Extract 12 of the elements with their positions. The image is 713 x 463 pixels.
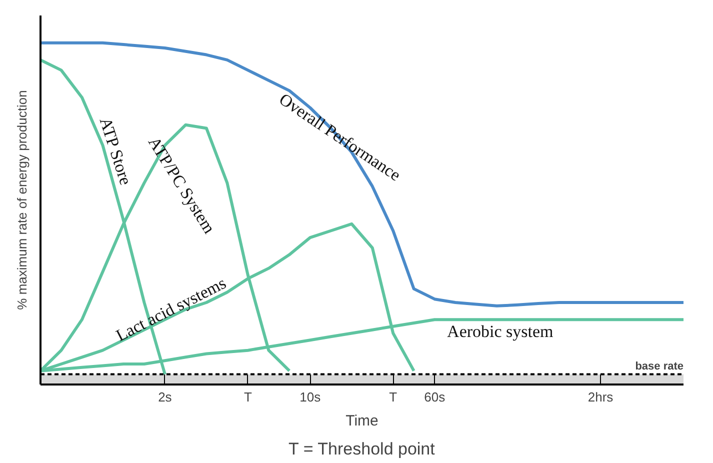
x-tick-label: 10s — [300, 390, 322, 404]
x-tick-label: T — [389, 390, 398, 404]
text: T = Threshold point — [288, 440, 436, 458]
x-tick-label: 60s — [424, 390, 446, 404]
y-axis-title: % maximum rate of energy production — [14, 90, 30, 310]
text: ATP Store — [96, 115, 136, 188]
series-label: Aerobic system — [447, 322, 554, 342]
ref-line-label: base rate — [635, 360, 684, 372]
x-tick-label: 2hrs — [588, 390, 614, 404]
x-axis-title: Time — [346, 412, 378, 430]
x-tick-label: 2s — [158, 390, 172, 404]
x-tick-label: T — [244, 390, 252, 404]
